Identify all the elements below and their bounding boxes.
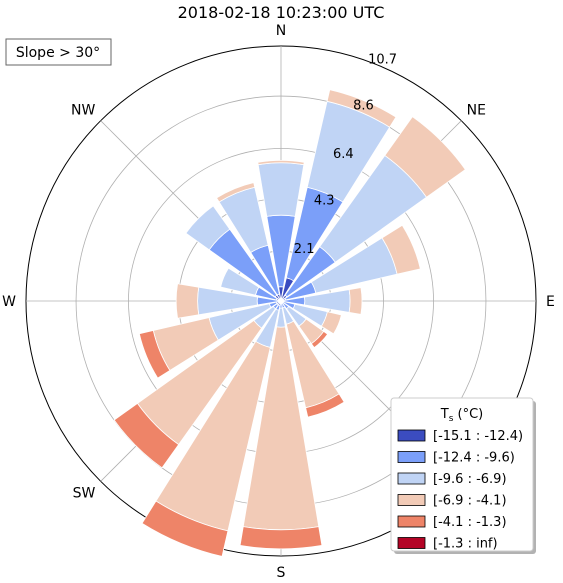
annotation-box [5, 38, 112, 66]
legend-label: [-4.1 : -1.3) [433, 515, 507, 530]
wind-bar-segment [220, 267, 260, 296]
legend-label: [-12.4 : -9.6) [433, 451, 515, 466]
wind-bar-segment [381, 224, 421, 275]
direction-label: E [546, 294, 555, 310]
wind-bar-segment [310, 330, 329, 349]
radial-tick-label: 6.4 [333, 147, 354, 162]
legend-swatch [397, 537, 426, 549]
legend-label: [-1.3 : inf) [433, 537, 498, 552]
legend-frame [390, 397, 534, 552]
wind-bar-segment [257, 160, 305, 166]
radial-tick-label: 2.1 [294, 242, 315, 257]
wind-bar-segment [348, 287, 363, 315]
legend-label: [-9.6 : -6.9) [433, 472, 507, 487]
wind-bar-segment [257, 162, 305, 217]
direction-label: NW [71, 102, 95, 118]
wind-bar-segment [185, 205, 231, 251]
radial-tick-label: 8.6 [353, 99, 374, 114]
legend-items: [-15.1 : -12.4) [-12.4 : -9.6) [-9.6 : -6.… [397, 429, 523, 552]
wind-bar-segment [113, 402, 180, 469]
chart-title: 2018-02-18 10:23:00 UTC [178, 3, 385, 22]
radial-tick-label: 10.7 [368, 52, 397, 67]
legend-label: [-6.9 : -4.1) [433, 494, 507, 509]
annotation-text: Slope > 30° [16, 45, 100, 61]
wind-bar-segment [138, 330, 171, 379]
legend: Ts (°C) [-15.1 : -12.4) [-12.4 : -9.6) [-9… [390, 397, 536, 554]
wind-bar-segment [216, 182, 256, 203]
wind-bar-segment [305, 393, 345, 418]
legend-swatch [397, 515, 426, 528]
legend-swatch [397, 451, 426, 463]
direction-label: NE [467, 102, 486, 118]
legend-swatch [397, 472, 426, 485]
wind-rose-bars [113, 89, 466, 557]
slope-annotation: Slope > 30° [5, 38, 112, 66]
direction-label: W [2, 294, 16, 310]
radial-tick-label: 4.3 [314, 193, 335, 208]
wind-bar-segment [175, 283, 200, 319]
legend-swatch [397, 494, 426, 506]
legend-swatch [397, 429, 426, 442]
wind-bar-segment [326, 89, 397, 128]
direction-label: S [277, 565, 286, 581]
wind-bar-segment [239, 526, 323, 550]
wind-bar-segment [141, 500, 229, 557]
wind-bar-segment [384, 116, 466, 198]
legend-title: Ts (°C) [440, 407, 484, 424]
legend-label: [-15.1 : -12.4) [433, 429, 523, 444]
wind-bar-segment [320, 311, 342, 335]
direction-label: SW [73, 486, 96, 502]
direction-label: N [276, 23, 286, 39]
